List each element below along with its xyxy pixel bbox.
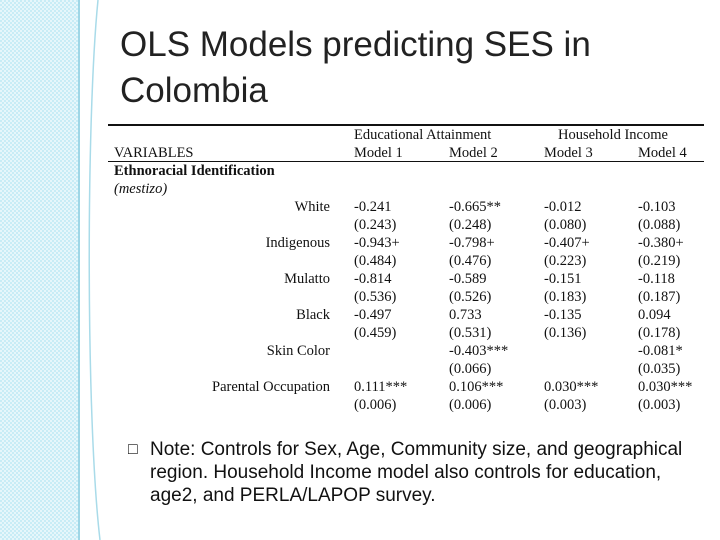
standard-error-cell: (0.187) — [638, 289, 681, 305]
coefficient-cell: -0.103 — [638, 199, 676, 215]
coefficient-cell: -0.241 — [354, 199, 392, 215]
coefficient-cell: -0.589 — [449, 271, 487, 287]
coefficient-cell: 0.030*** — [638, 379, 693, 395]
table-header-rule — [108, 161, 704, 162]
standard-error-cell: (0.066) — [449, 361, 492, 377]
row-label: Indigenous — [265, 235, 330, 251]
standard-error-cell: (0.035) — [638, 361, 681, 377]
coefficient-cell: -0.118 — [638, 271, 675, 287]
standard-error-cell: (0.080) — [544, 217, 587, 233]
coefficient-cell: -0.814 — [354, 271, 392, 287]
coefficient-cell: -0.012 — [544, 199, 582, 215]
row-label: Black — [296, 307, 330, 323]
footnote-text: Note: Controls for Sex, Age, Community s… — [150, 439, 683, 506]
table-top-rule — [108, 124, 704, 126]
coefficient-cell: 0.733 — [449, 307, 482, 323]
model-3-header: Model 3 — [544, 145, 593, 161]
coefficient-cell: -0.151 — [544, 271, 582, 287]
standard-error-cell: (0.536) — [354, 289, 397, 305]
standard-error-cell: (0.248) — [449, 217, 492, 233]
standard-error-cell: (0.178) — [638, 325, 681, 341]
reference-category: (mestizo) — [114, 181, 168, 197]
row-label: Skin Color — [266, 343, 330, 359]
standard-error-cell: (0.219) — [638, 253, 681, 269]
model-4-header: Model 4 — [638, 145, 687, 161]
coefficient-cell: -0.943+ — [354, 235, 400, 251]
bullet-icon: □ — [128, 441, 138, 458]
group-header-education: Educational Attainment — [354, 127, 492, 143]
footnote: □ Note: Controls for Sex, Age, Community… — [128, 438, 688, 507]
standard-error-cell: (0.243) — [354, 217, 397, 233]
standard-error-cell: (0.223) — [544, 253, 587, 269]
row-label: Mulatto — [284, 271, 330, 287]
row-label: Parental Occupation — [212, 379, 330, 395]
coefficient-cell: -0.798+ — [449, 235, 495, 251]
standard-error-cell: (0.459) — [354, 325, 397, 341]
standard-error-cell: (0.531) — [449, 325, 492, 341]
coefficient-cell: -0.081* — [638, 343, 683, 359]
variables-header: VARIABLES — [114, 145, 194, 161]
row-label: White — [294, 199, 330, 215]
standard-error-cell: (0.136) — [544, 325, 587, 341]
coefficient-cell: -0.407+ — [544, 235, 590, 251]
coefficient-cell: -0.497 — [354, 307, 392, 323]
coefficient-cell: 0.111*** — [354, 379, 408, 395]
standard-error-cell: (0.476) — [449, 253, 492, 269]
sidebar-edge — [78, 0, 80, 540]
model-1-header: Model 1 — [354, 145, 403, 161]
coefficient-cell: 0.030*** — [544, 379, 599, 395]
standard-error-cell: (0.088) — [638, 217, 681, 233]
standard-error-cell: (0.484) — [354, 253, 397, 269]
coefficient-cell: -0.135 — [544, 307, 582, 323]
coefficient-cell: 0.106*** — [449, 379, 504, 395]
decorative-sidebar — [0, 0, 80, 540]
coefficient-cell: 0.094 — [638, 307, 671, 323]
coefficient-cell: -0.665** — [449, 199, 501, 215]
standard-error-cell: (0.183) — [544, 289, 587, 305]
standard-error-cell: (0.006) — [449, 397, 492, 413]
section-heading: Ethnoracial Identification — [114, 163, 275, 179]
standard-error-cell: (0.003) — [544, 397, 587, 413]
coefficient-cell: -0.403*** — [449, 343, 509, 359]
group-header-income: Household Income — [558, 127, 668, 143]
standard-error-cell: (0.003) — [638, 397, 681, 413]
model-2-header: Model 2 — [449, 145, 498, 161]
standard-error-cell: (0.006) — [354, 397, 397, 413]
slide-title: OLS Models predicting SES in Colombia — [120, 25, 591, 110]
standard-error-cell: (0.526) — [449, 289, 492, 305]
coefficient-cell: -0.380+ — [638, 235, 684, 251]
